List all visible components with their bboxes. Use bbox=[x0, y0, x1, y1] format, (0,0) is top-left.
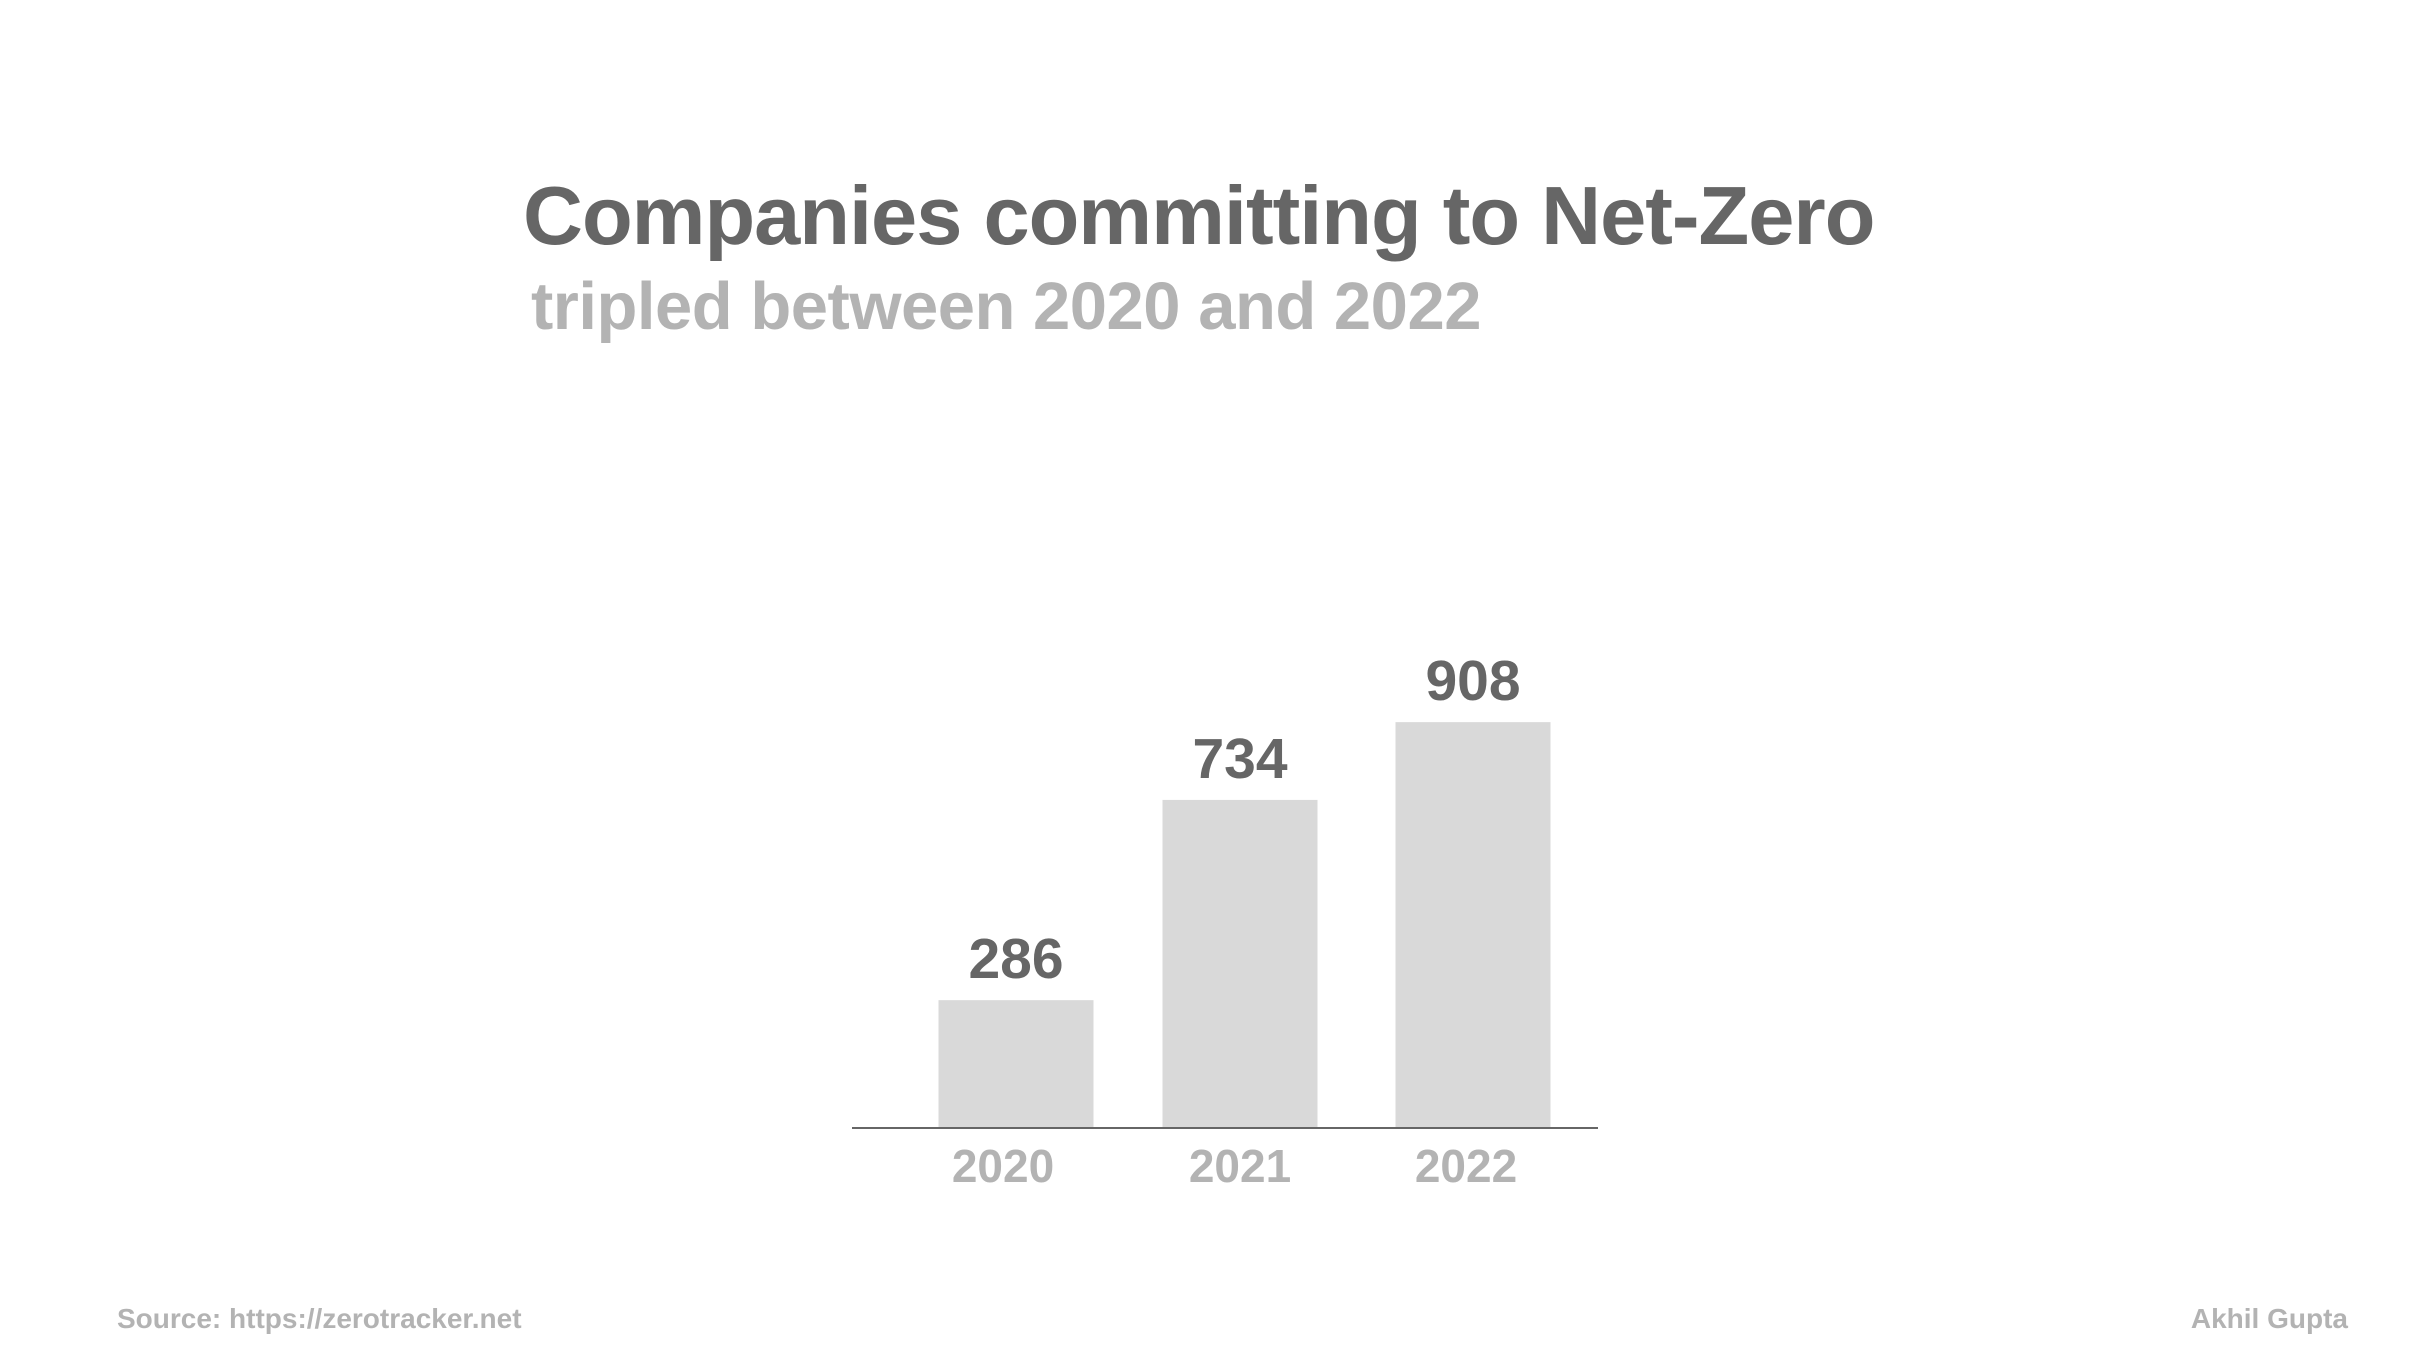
chart-title: Companies committing to Net-Zero bbox=[523, 169, 1875, 262]
chart-subtitle: tripled between 2020 and 2022 bbox=[531, 269, 1481, 344]
bar-2022 bbox=[1395, 722, 1551, 1128]
x-tick-label-2020: 2020 bbox=[952, 1140, 1054, 1192]
bars-group: 286 2020 734 2021 908 2022 bbox=[938, 649, 1551, 1192]
author-credit: Akhil Gupta bbox=[2190, 1303, 2348, 1334]
bar-2021 bbox=[1162, 799, 1318, 1128]
x-tick-label-2022: 2022 bbox=[1415, 1140, 1517, 1192]
x-tick-label-2021: 2021 bbox=[1189, 1140, 1291, 1192]
value-label-2021: 734 bbox=[1192, 727, 1287, 791]
value-label-2022: 908 bbox=[1425, 649, 1520, 713]
bar-2020 bbox=[938, 1000, 1094, 1128]
value-label-2020: 286 bbox=[968, 927, 1063, 991]
source-note: Source: https://zerotracker.net bbox=[117, 1303, 522, 1334]
